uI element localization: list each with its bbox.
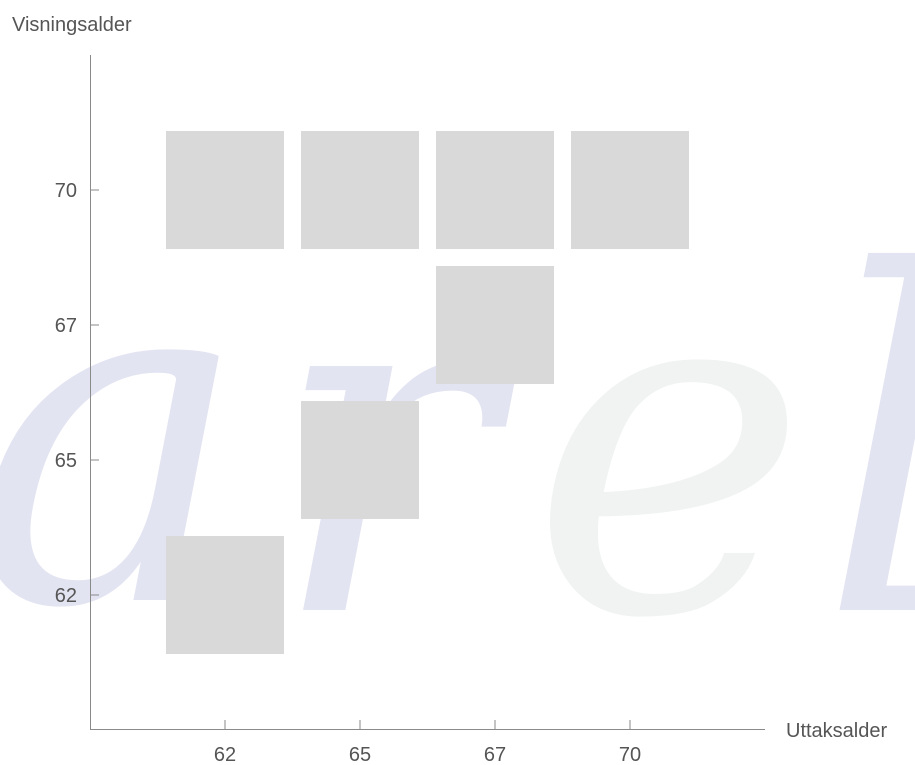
x-tick-label: 67 — [484, 744, 506, 765]
heatmap-cell-62-70 — [166, 131, 284, 249]
x-axis-label: Uttaksalder — [786, 720, 887, 742]
x-tick-label: 70 — [619, 744, 641, 765]
y-tick-label: 70 — [55, 180, 77, 202]
svg-text:e: e — [530, 174, 808, 721]
heatmap-cell-70-70 — [571, 131, 689, 249]
heatmap-cell-65-65 — [301, 401, 419, 519]
x-tick-label: 65 — [349, 744, 371, 765]
svg-text:l: l — [820, 174, 915, 721]
heatmap-cells — [166, 131, 689, 654]
heatmap-cell-67-70 — [436, 131, 554, 249]
x-axis-ticks: 62 65 67 70 — [214, 720, 641, 765]
heatmap-cell-62-62 — [166, 536, 284, 654]
y-axis-ticks: 62 65 67 70 — [55, 180, 99, 607]
y-tick-label: 67 — [55, 315, 77, 337]
heatmap-cell-67-67 — [436, 266, 554, 384]
x-tick-label: 62 — [214, 744, 236, 765]
y-axis-label: Visningsalder — [12, 14, 132, 36]
y-tick-label: 62 — [55, 585, 77, 607]
heatmap-cell-65-70 — [301, 131, 419, 249]
y-tick-label: 65 — [55, 450, 77, 472]
